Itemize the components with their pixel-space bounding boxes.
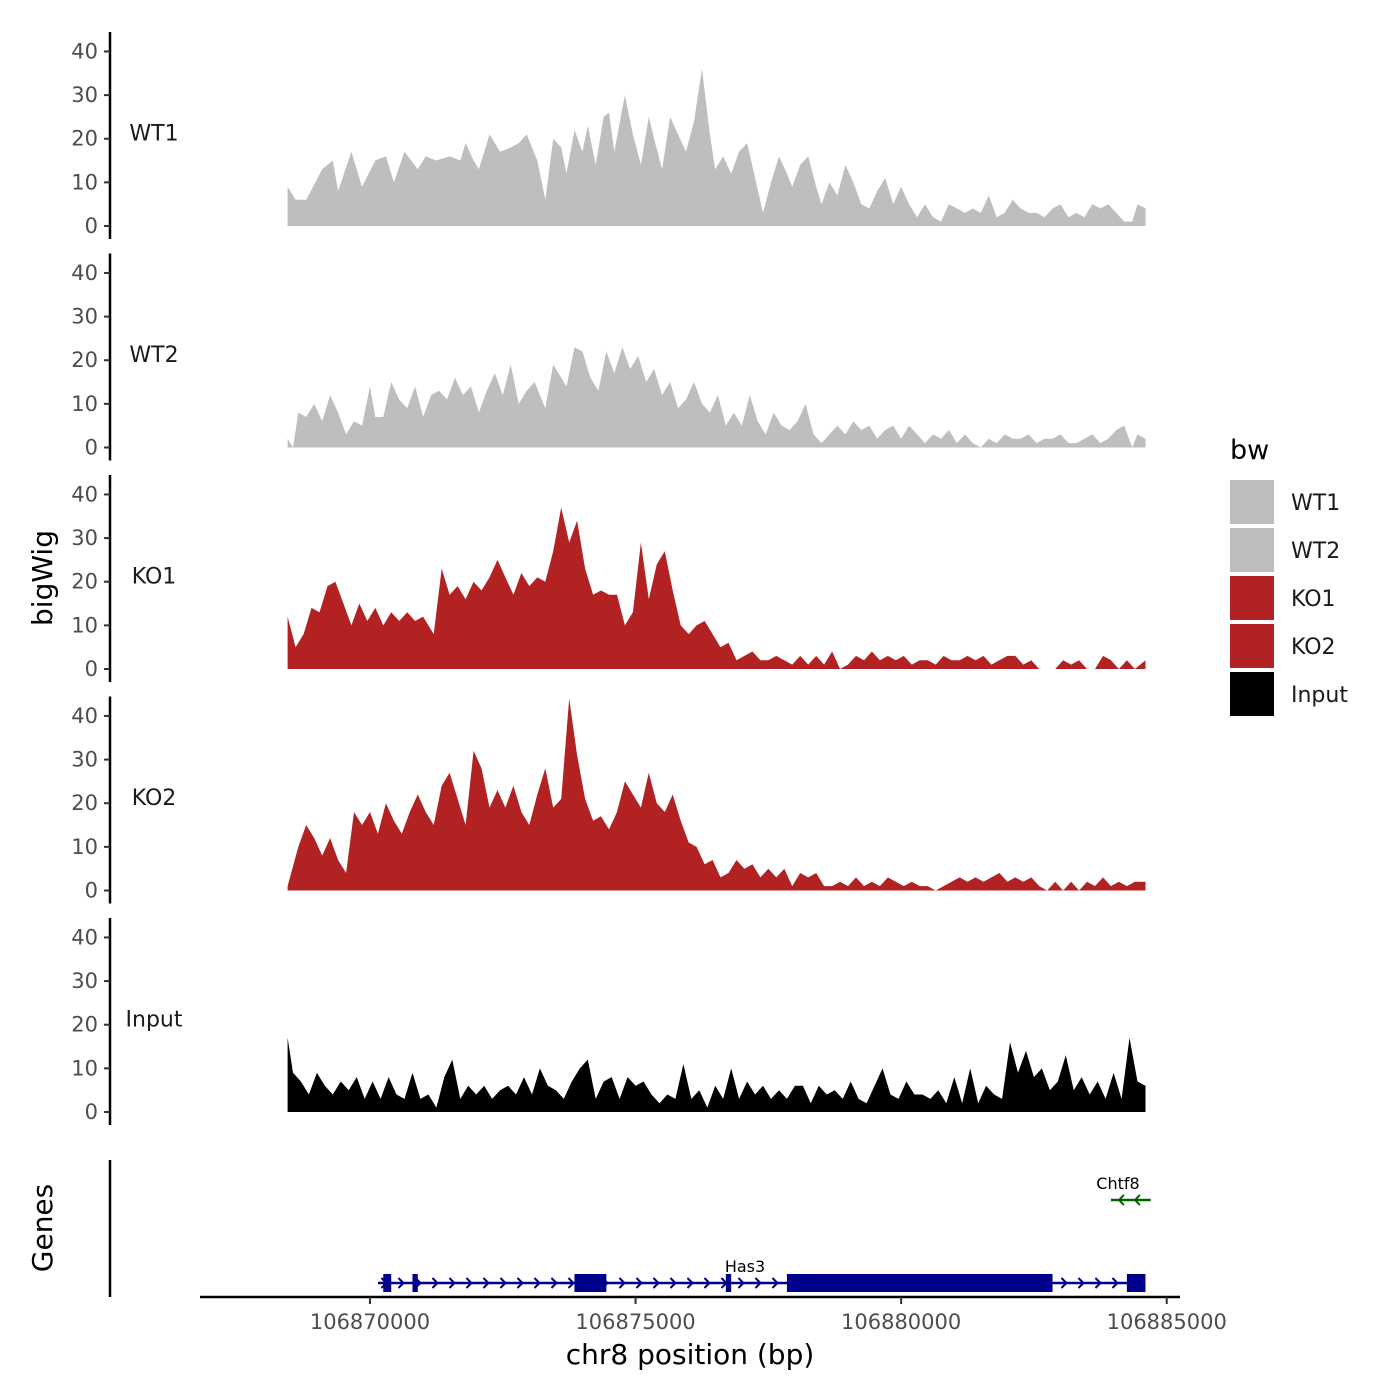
coverage-area-wt1 [287, 68, 1146, 227]
track-label-input: Input [126, 1008, 183, 1033]
strand-chevron [754, 1277, 762, 1289]
strand-chevron [482, 1277, 490, 1289]
y-tick-label: 40 [71, 261, 98, 285]
coverage-area-ko1 [287, 507, 1146, 669]
y-tick-label: 40 [71, 482, 98, 506]
y-tick-label: 20 [71, 1013, 98, 1037]
coverage-area-input [287, 1037, 1146, 1112]
strand-chevron [431, 1277, 439, 1289]
y-tick-label: 20 [71, 127, 98, 151]
track-label-ko1: KO1 [132, 565, 177, 590]
y-tick-label: 40 [71, 704, 98, 728]
y-tick-label: 10 [71, 1056, 98, 1080]
strand-chevron [397, 1277, 405, 1289]
track-panel-wt1: 0 10 20 30 40 WT1 [71, 32, 1146, 239]
legend-swatch-wt1 [1230, 480, 1274, 524]
track-label-wt2: WT2 [129, 343, 178, 368]
y-tick-label: 0 [85, 879, 98, 903]
track-panel-input: 0 10 20 30 40 Input [71, 918, 1146, 1125]
strand-chevron [635, 1277, 643, 1289]
gene-exon [1126, 1274, 1146, 1292]
y-tick-label: 0 [85, 436, 98, 460]
legend-label-input: Input [1291, 683, 1348, 708]
y-tick-label: 10 [71, 170, 98, 194]
y-tick-label: 30 [71, 83, 98, 107]
y-tick-label: 10 [71, 392, 98, 416]
legend-swatch-ko1 [1230, 576, 1274, 620]
gene-label-chtf8: Chtf8 [1096, 1174, 1139, 1193]
strand-chevron [669, 1277, 677, 1289]
strand-chevron [516, 1277, 524, 1289]
y-tick-label: 20 [71, 348, 98, 372]
track-panel-wt2: 0 10 20 30 40 WT2 [71, 253, 1146, 461]
legend-label-ko1: KO1 [1291, 587, 1336, 612]
legend-label-wt1: WT1 [1291, 491, 1340, 516]
coverage-area-ko2 [287, 698, 1146, 891]
strand-chevron [1094, 1277, 1102, 1289]
strand-chevron [618, 1277, 626, 1289]
strand-chevron [465, 1277, 473, 1289]
strand-chevron [550, 1277, 558, 1289]
strand-chevron [1111, 1277, 1119, 1289]
track-panel-ko2: 0 10 20 30 40 KO2 [71, 696, 1146, 904]
y-tick-label: 0 [85, 1100, 98, 1124]
x-tick-label: 106885000 [1107, 1310, 1227, 1334]
legend: bw WT1 WT2 KO1 KO2 Input [1230, 435, 1348, 716]
y-tick-label: 20 [71, 570, 98, 594]
y-tick-label: 0 [85, 657, 98, 681]
legend-title: bw [1230, 435, 1269, 466]
x-tick-label: 106870000 [310, 1310, 430, 1334]
legend-swatch-input [1230, 672, 1274, 716]
legend-label-ko2: KO2 [1291, 635, 1336, 660]
y-tick-label: 10 [71, 835, 98, 859]
legend-label-wt2: WT2 [1291, 539, 1340, 564]
strand-chevron [1077, 1277, 1085, 1289]
coverage-area-wt2 [287, 347, 1146, 448]
y-tick-label: 30 [71, 969, 98, 993]
strand-chevron [533, 1277, 541, 1289]
gene-has3: Has3 [377, 1257, 1146, 1292]
strand-chevron [1133, 1194, 1141, 1206]
gene-exon [412, 1274, 418, 1292]
x-tick-label: 106875000 [575, 1310, 695, 1334]
gene-exon [725, 1274, 732, 1292]
gene-chtf8: Chtf8 [1096, 1174, 1151, 1206]
track-panel-ko1: 0 10 20 30 40 KO1 [71, 475, 1146, 682]
track-label-wt1: WT1 [129, 122, 178, 147]
coverage-tracks: 0 10 20 30 40 WT1 0 10 20 30 40 WT2 0 10 20 30 40 KO1 0 10 2… [71, 32, 1146, 1125]
strand-chevron [567, 1277, 575, 1289]
y-tick-label: 10 [71, 613, 98, 637]
x-axis-title: chr8 position (bp) [566, 1338, 815, 1371]
y-tick-label: 30 [71, 748, 98, 772]
track-label-ko2: KO2 [132, 786, 177, 811]
strand-chevron [1060, 1277, 1068, 1289]
strand-chevron [771, 1277, 779, 1289]
gene-exon [786, 1274, 1053, 1292]
y-axis-title: bigWig [26, 530, 59, 626]
x-axis: 106870000 106875000 106880000 106885000 [200, 1295, 1227, 1334]
y-tick-label: 40 [71, 925, 98, 949]
gene-exon [574, 1274, 607, 1292]
strand-chevron [652, 1277, 660, 1289]
genes-axis-title: Genes [26, 1184, 59, 1272]
y-tick-label: 20 [71, 791, 98, 815]
strand-chevron [1117, 1194, 1125, 1206]
legend-swatch-wt2 [1230, 528, 1274, 572]
gene-exon [383, 1274, 392, 1292]
strand-chevron [737, 1277, 745, 1289]
y-tick-label: 0 [85, 214, 98, 238]
legend-swatch-ko2 [1230, 624, 1274, 668]
y-tick-label: 30 [71, 526, 98, 550]
x-tick-label: 106880000 [841, 1310, 961, 1334]
y-tick-label: 30 [71, 305, 98, 329]
strand-chevron [686, 1277, 694, 1289]
gene-track: Has3 Chtf8 [108, 1160, 1151, 1297]
strand-chevron [499, 1277, 507, 1289]
gene-label-has3: Has3 [725, 1257, 765, 1276]
y-tick-label: 40 [71, 39, 98, 63]
strand-chevron [703, 1277, 711, 1289]
strand-chevron [448, 1277, 456, 1289]
